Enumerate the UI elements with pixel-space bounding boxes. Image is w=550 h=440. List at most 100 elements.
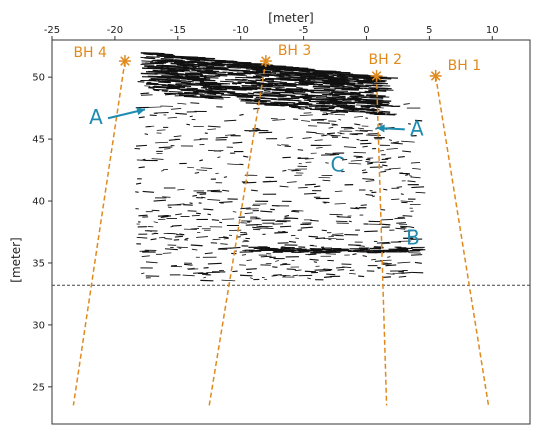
reflection <box>343 128 355 130</box>
reflection <box>170 108 182 110</box>
reflection <box>265 88 275 91</box>
reflection <box>402 150 412 153</box>
reflection <box>300 223 309 226</box>
reflection <box>282 275 287 277</box>
reflection <box>270 101 285 104</box>
reflection <box>142 190 155 193</box>
reflection <box>272 266 278 268</box>
reflection <box>162 252 172 254</box>
reflection <box>386 102 390 104</box>
reflection <box>196 169 208 171</box>
reflection <box>407 180 416 183</box>
reflection <box>160 57 174 60</box>
reflection <box>370 80 386 83</box>
reflection <box>238 72 252 75</box>
reflection <box>382 164 388 167</box>
reflection <box>253 107 260 110</box>
reflection <box>371 89 394 91</box>
reflection <box>214 87 223 90</box>
reflection <box>380 170 387 173</box>
reflection <box>410 226 415 229</box>
reflection <box>364 105 381 108</box>
reflection <box>141 60 154 62</box>
reflection <box>298 101 309 104</box>
reflection <box>163 55 175 58</box>
reflection <box>263 180 278 183</box>
x-axis-label: [meter] <box>268 11 313 25</box>
reflection <box>154 61 166 64</box>
reflection <box>309 100 324 103</box>
reflection <box>330 111 341 114</box>
annotation-label: C <box>331 152 345 176</box>
reflection <box>292 274 299 277</box>
reflection <box>243 71 249 74</box>
reflection <box>267 73 289 76</box>
reflection <box>251 84 262 87</box>
reflection <box>329 134 339 137</box>
reflection <box>336 215 340 218</box>
reflection <box>181 81 192 84</box>
reflection <box>170 72 179 75</box>
reflection <box>292 92 309 95</box>
reflection <box>316 102 331 105</box>
reflection <box>204 93 212 95</box>
reflection <box>161 90 168 93</box>
reflection <box>415 119 423 122</box>
reflection <box>316 146 323 149</box>
borehole-label: BH 2 <box>369 52 403 68</box>
reflection <box>235 76 258 79</box>
reflection <box>316 77 334 80</box>
reflection <box>244 231 248 234</box>
reflection <box>310 219 319 222</box>
reflection <box>191 248 198 251</box>
reflection <box>206 65 224 67</box>
reflection <box>308 70 321 72</box>
reflection <box>237 81 257 84</box>
reflection <box>324 153 336 155</box>
reflection <box>367 162 373 165</box>
reflection <box>395 227 406 230</box>
reflection <box>182 66 197 68</box>
reflection <box>358 91 374 94</box>
reflection <box>155 141 169 144</box>
x-tick-label: 10 <box>486 25 499 36</box>
reflection <box>140 72 158 75</box>
y-tick-label: 25 <box>32 382 45 393</box>
reflection <box>285 88 293 90</box>
reflection <box>387 105 400 108</box>
reflection <box>300 83 324 86</box>
reflection <box>205 88 213 91</box>
reflection <box>247 92 255 95</box>
reflection <box>140 52 159 55</box>
reflection <box>375 107 384 109</box>
reflection <box>323 83 345 85</box>
reflection <box>304 270 317 273</box>
reflection <box>304 82 314 85</box>
reflection <box>242 78 248 81</box>
reflection <box>232 82 242 85</box>
reflection <box>161 64 170 67</box>
reflection <box>313 88 336 90</box>
reflection <box>286 136 293 139</box>
reflection <box>368 89 387 92</box>
reflection <box>371 109 375 112</box>
reflection <box>242 240 250 243</box>
reflection <box>177 188 185 191</box>
reflection <box>202 67 217 70</box>
reflection <box>355 245 365 247</box>
reflection <box>222 189 230 192</box>
reflection <box>316 73 328 76</box>
reflection <box>215 74 228 77</box>
reflection <box>182 76 200 79</box>
reflection <box>229 92 248 95</box>
reflection <box>218 85 241 88</box>
borehole-marker <box>118 55 131 68</box>
reflection <box>415 191 426 194</box>
reflection <box>338 110 349 113</box>
reflection <box>330 102 348 105</box>
reflection <box>315 97 335 99</box>
reflection <box>289 90 302 93</box>
x-tick-label: -10 <box>233 25 249 36</box>
reflection <box>390 142 403 145</box>
reflection <box>278 93 293 97</box>
